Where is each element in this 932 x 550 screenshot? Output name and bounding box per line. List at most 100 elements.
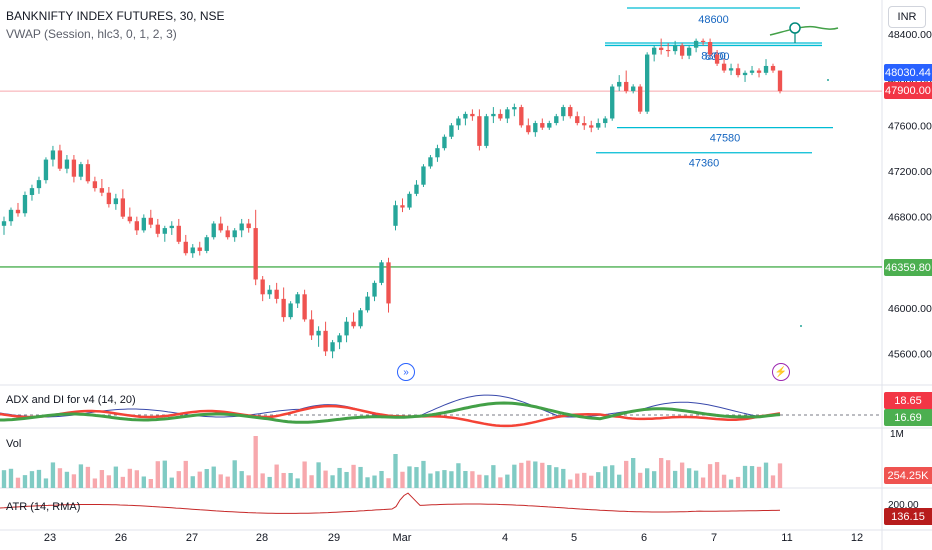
volume-bar <box>113 466 119 488</box>
volume-bar <box>714 462 720 488</box>
volume-bar <box>742 465 748 488</box>
adx-tag-18: 18.65 <box>884 392 932 409</box>
x-tick-label: 26 <box>115 532 127 544</box>
volume-bar <box>232 460 237 488</box>
candle-body <box>735 68 741 76</box>
vwap-indicator-label[interactable]: VWAP (Session, hlc3, 0, 1, 2, 3) <box>6 27 177 41</box>
candle-body <box>707 41 713 55</box>
volume-bar <box>64 471 70 488</box>
candle-body <box>281 298 286 318</box>
level-label-48600: 48600 <box>698 14 729 26</box>
candle-body <box>777 70 783 92</box>
candle-body <box>547 123 552 128</box>
volume-bar <box>211 466 216 488</box>
flash-icon[interactable]: ⚡ <box>772 363 790 381</box>
candle-body <box>148 217 153 225</box>
candle-body <box>679 45 685 56</box>
candle-body <box>651 47 657 55</box>
candle-body <box>770 65 776 71</box>
volume-bar <box>442 470 447 488</box>
candle-body <box>85 164 91 182</box>
candle-body <box>449 125 454 137</box>
candle-body <box>92 181 98 189</box>
candle-body <box>693 40 699 48</box>
volume-bar <box>463 470 468 488</box>
candle-body <box>302 294 307 320</box>
candle-body <box>533 123 538 133</box>
volume-bar <box>267 476 272 488</box>
volume-bar <box>477 474 482 488</box>
candle-body <box>8 209 14 222</box>
currency-button[interactable]: INR <box>888 6 926 28</box>
volume-bar <box>756 466 762 488</box>
volume-bar <box>295 478 300 488</box>
volume-bar <box>638 472 643 488</box>
x-tick-label: 11 <box>781 532 792 544</box>
candle-body <box>721 63 727 71</box>
atr-pane-label[interactable]: ATR (14, RMA) <box>6 501 81 513</box>
level-label-48300: 8300 <box>701 50 725 62</box>
volume-bar <box>372 475 377 488</box>
candle-body <box>351 321 356 327</box>
candle-body <box>519 107 524 126</box>
volume-bar <box>92 478 98 488</box>
trend-curve <box>769 25 839 36</box>
candle-body <box>36 180 42 189</box>
volume-bar <box>596 472 601 488</box>
volume-bar <box>246 475 251 488</box>
volume-bar <box>421 460 426 488</box>
volume-pane-label[interactable]: Vol <box>6 438 22 450</box>
candle-body <box>414 184 419 194</box>
volume-bar <box>50 462 56 488</box>
volume-bar <box>540 462 545 488</box>
candle-body <box>239 223 244 231</box>
volume-bar <box>512 464 517 488</box>
candle-body <box>610 86 615 119</box>
volume-bar <box>36 469 42 488</box>
candle-body <box>253 228 258 280</box>
candle-body <box>57 150 63 169</box>
candle-body <box>658 47 664 50</box>
volume-tag: 254.25K <box>884 467 932 484</box>
x-tick-label: 23 <box>44 532 56 544</box>
candle-body <box>127 216 133 222</box>
volume-bar <box>302 461 307 488</box>
volume-bar <box>449 471 454 488</box>
volume-bar <box>127 468 133 488</box>
adx-pane-label[interactable]: ADX and DI for v4 (14, 20) <box>6 394 136 406</box>
y-tick-label: 48400.00 <box>888 29 932 41</box>
candle-body <box>665 49 671 52</box>
candle-body <box>99 188 105 193</box>
volume-bar <box>749 466 755 488</box>
volume-bar <box>358 466 363 488</box>
volume-bar <box>547 465 552 488</box>
volume-bar <box>435 471 440 488</box>
volume-bar <box>651 471 657 488</box>
candle-body <box>120 198 126 217</box>
candle-body <box>568 107 573 117</box>
candle-body <box>596 123 601 128</box>
candle-body <box>672 45 678 52</box>
volume-bar <box>456 463 461 488</box>
volume-bar <box>183 460 188 488</box>
volume-bar <box>330 475 335 488</box>
volume-bar <box>260 473 265 488</box>
volume-bar <box>777 463 783 488</box>
volume-bar <box>568 479 573 488</box>
volume-bar <box>365 477 370 488</box>
volume-bar <box>693 470 699 488</box>
volume-bar <box>15 477 21 488</box>
candle-body <box>421 166 426 185</box>
goto-realtime-icon[interactable]: » <box>397 363 415 381</box>
volume-bar <box>533 461 538 488</box>
candle-body <box>575 116 580 124</box>
candle-body <box>197 247 202 251</box>
volume-bar <box>141 476 146 488</box>
volume-bar <box>470 471 475 488</box>
volume-bar <box>400 471 405 488</box>
candle-body <box>728 68 734 71</box>
candle-body <box>645 54 650 112</box>
price-tag-48030: 48030.44 <box>884 64 932 81</box>
candle-body <box>358 310 363 327</box>
